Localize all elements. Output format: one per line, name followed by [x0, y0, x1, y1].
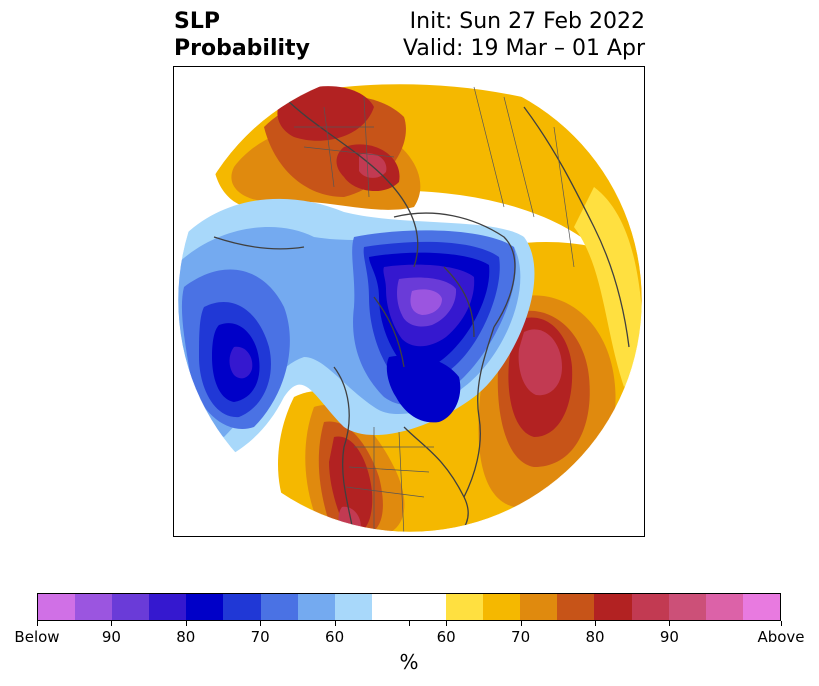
colorbar-swatch [149, 594, 187, 620]
colorbar-tick [446, 621, 448, 626]
colorbar-tick [595, 621, 596, 626]
colorbar-tick-label: 60 [325, 628, 345, 646]
colorbar-swatch [557, 594, 595, 620]
init-date: Init: Sun 27 Feb 2022 [409, 9, 645, 34]
plot-dates: Init: Sun 27 Feb 2022 Valid: 19 Mar – 01… [403, 8, 645, 62]
colorbar-tick-label: 70 [511, 628, 531, 646]
colorbar-swatch [38, 594, 76, 620]
above-90-siberia-core [359, 153, 387, 178]
colorbar-swatch [631, 594, 669, 620]
colorbar-tick [334, 621, 336, 626]
colorbar-swatch [223, 594, 261, 620]
colorbar-swatch [520, 594, 558, 620]
valid-range: Valid: 19 Mar – 01 Apr [403, 36, 645, 61]
colorbar-tick-label: 90 [101, 628, 121, 646]
colorbar [37, 593, 781, 621]
colorbar-tick-label: Below [14, 628, 60, 646]
above-90-atlantic-core [518, 329, 562, 396]
colorbar-tick-label: 60 [436, 628, 456, 646]
colorbar-tick-label: 80 [176, 628, 196, 646]
colorbar-tick-label: 90 [659, 628, 679, 646]
map-panel [173, 66, 645, 537]
colorbar-tick [781, 621, 782, 626]
colorbar-tick [260, 621, 262, 626]
colorbar-tick [37, 621, 38, 626]
colorbar-swatch [186, 594, 224, 620]
colorbar-swatch [371, 594, 409, 620]
probability-map [177, 67, 643, 533]
colorbar-swatch [334, 594, 372, 620]
colorbar-swatch [75, 594, 113, 620]
colorbar-swatch [112, 594, 150, 620]
colorbar-swatch [705, 594, 743, 620]
colorbar-swatch [742, 594, 780, 620]
colorbar-swatch [297, 594, 335, 620]
colorbar-swatch [483, 594, 521, 620]
colorbar-tick-label: 80 [585, 628, 605, 646]
colorbar-tick [111, 621, 113, 626]
borders [294, 86, 575, 532]
colorbar-tick [669, 621, 671, 626]
colorbar-swatch [446, 594, 484, 620]
colorbar-swatch [408, 594, 447, 620]
colorbar-unit-label: % [399, 650, 419, 674]
colorbar-swatch [668, 594, 706, 620]
colorbar-tick [409, 621, 410, 626]
colorbar-tick [185, 621, 187, 626]
colorbar-tick-label: Above [757, 628, 805, 646]
colorbar-tick-label: 70 [250, 628, 270, 646]
colorbar-swatch [594, 594, 632, 620]
coastlines [213, 96, 630, 532]
colorbar-swatch [260, 594, 298, 620]
below-95-arctic-core [410, 289, 442, 315]
above-55-region-east [574, 187, 642, 387]
title-variable: SLP [174, 9, 220, 34]
title-metric: Probability [174, 36, 310, 61]
below-80-canada-region [386, 355, 461, 423]
below-85-pacific-core [229, 346, 253, 379]
plot-title: SLP Probability [174, 8, 310, 62]
colorbar-tick [520, 621, 522, 626]
